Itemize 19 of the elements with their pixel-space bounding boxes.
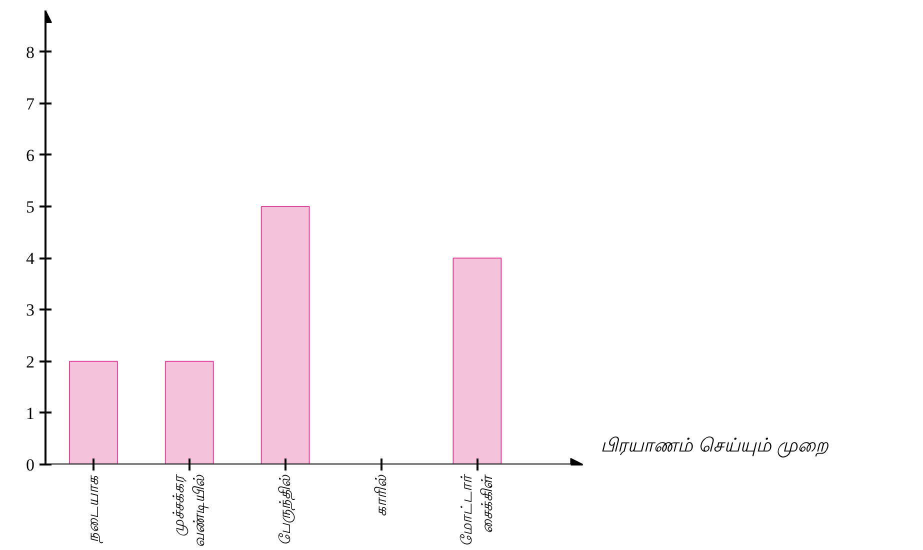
y-tick-label: 8 [26, 42, 34, 62]
x-tick-label: நடையாக [84, 474, 104, 544]
x-tick-label: முச்சக்கர வண்டியில் [170, 474, 210, 548]
y-tick-label: 2 [26, 352, 34, 372]
y-tick-label: 5 [26, 198, 34, 217]
y-tick-label: 0 [26, 456, 34, 474]
y-tick-label: 3 [26, 300, 34, 320]
bar [68, 360, 118, 464]
y-tick-label: 1 [26, 404, 34, 423]
x-axis-title: பிரயாணம் செய்யும் முறை [600, 436, 830, 458]
bar [260, 206, 310, 464]
bar [164, 360, 214, 464]
y-tick-label: 7 [26, 94, 35, 114]
y-tick-label: 6 [26, 146, 34, 165]
bar [452, 258, 502, 464]
x-tick-label: பேருந்தில் [276, 474, 296, 546]
x-tick-label: காரில் [372, 474, 390, 516]
y-tick-label: 4 [26, 249, 35, 268]
x-tick-label: மோட்டார் சைக்கிள் [458, 474, 496, 546]
